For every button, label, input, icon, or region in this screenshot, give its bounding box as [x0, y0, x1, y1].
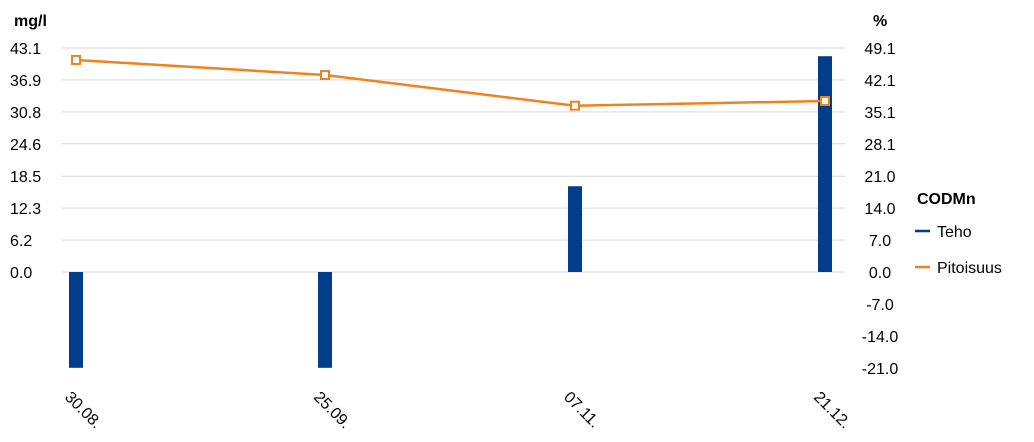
marker-pitoisuus	[820, 96, 830, 107]
left-tick-label: 30.8	[10, 105, 41, 122]
left-tick-label: 18.5	[10, 169, 41, 186]
right-tick-label: 14.0	[864, 201, 895, 218]
bar-teho	[69, 272, 83, 368]
left-tick-label: 0.0	[10, 265, 32, 282]
bar-teho	[568, 186, 582, 272]
x-axis: 30.08. 25.09. 07.11. 21.12.	[61, 389, 853, 432]
legend-label-teho: Teho	[937, 224, 972, 241]
bar-teho	[818, 56, 832, 273]
marker-pitoisuus	[320, 70, 330, 81]
left-tick-label: 24.6	[10, 137, 41, 154]
right-axis: 49.1 42.1 35.1 28.1 21.0 14.0 7.0 0.0 -7.0 -14.0 -…	[862, 41, 899, 378]
line-series-pitoisuus	[71, 54, 830, 111]
right-tick-label: -21.0	[862, 361, 899, 378]
bar-teho	[318, 272, 332, 368]
right-tick-label: -7.0	[866, 297, 894, 314]
x-tick-label: 07.11.	[560, 389, 603, 432]
left-tick-label: 43.1	[10, 41, 41, 58]
gridlines	[62, 47, 845, 273]
line-pitoisuus	[75, 58, 826, 107]
right-tick-label: 0.0	[869, 265, 891, 282]
x-tick-label: 25.09.	[310, 389, 353, 432]
right-axis-unit: %	[873, 13, 887, 30]
legend: CODMn Teho Pitoisuus	[915, 191, 1002, 277]
x-tick-label: 30.08.	[61, 389, 104, 432]
marker-pitoisuus	[71, 54, 81, 65]
legend-title: CODMn	[917, 191, 976, 208]
bar-series-teho	[69, 56, 832, 368]
x-tick-label: 21.12.	[810, 389, 853, 432]
right-tick-label: 35.1	[864, 105, 895, 122]
right-tick-label: -14.0	[862, 329, 899, 346]
right-tick-label: 28.1	[864, 137, 895, 154]
marker-pitoisuus	[570, 100, 580, 111]
left-tick-label: 6.2	[10, 233, 32, 250]
right-tick-label: 7.0	[869, 233, 891, 250]
left-tick-label: 12.3	[10, 201, 41, 218]
right-tick-label: 21.0	[864, 169, 895, 186]
right-tick-label: 49.1	[864, 41, 895, 58]
right-tick-label: 42.1	[864, 73, 895, 90]
legend-label-pitoisuus: Pitoisuus	[937, 260, 1002, 277]
left-axis-unit: mg/l	[14, 13, 47, 30]
left-tick-label: 36.9	[10, 73, 41, 90]
left-axis: 43.1 36.9 30.8 24.6 18.5 12.3 6.2 0.0	[10, 41, 41, 282]
